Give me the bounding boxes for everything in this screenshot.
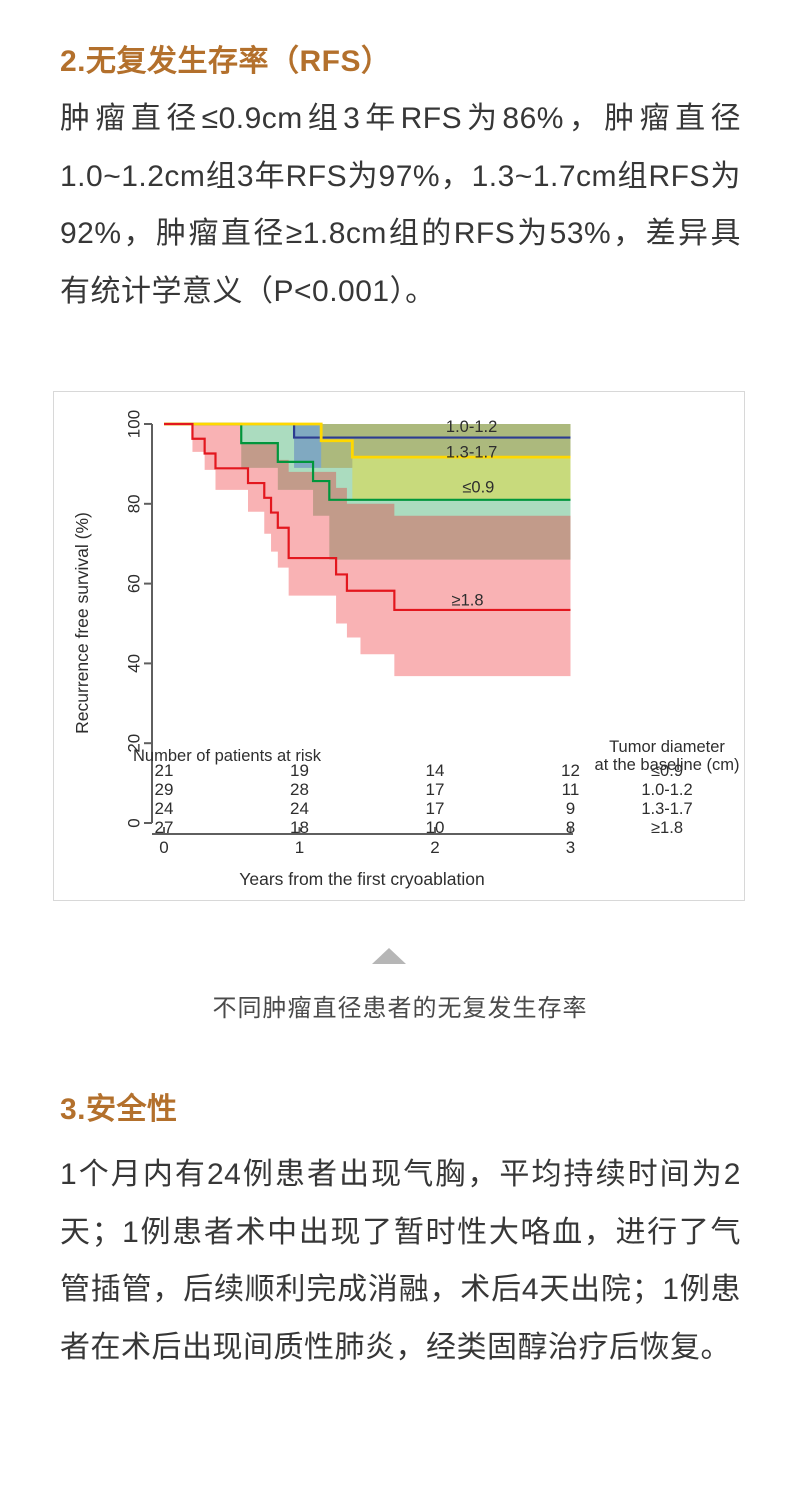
ci-band-1.3-1.7 — [321, 424, 571, 500]
section-rfs-paragraph: 肿瘤直径≤0.9cm组3年RFS为86%，肿瘤直径1.0~1.2cm组3年RFS… — [60, 102, 741, 308]
risk-count: 8 — [566, 818, 575, 837]
section-safety-heading: 3.安全性 — [60, 1093, 178, 1126]
x-tick-label: 0 — [159, 838, 168, 857]
y-tick-label: 20 — [125, 734, 144, 753]
curve-label-1.3-1.7: 1.3-1.7 — [446, 443, 497, 461]
collapse-triangle-icon[interactable] — [372, 948, 406, 964]
risk-count: 17 — [426, 780, 445, 799]
km-curve-1.3-1.7 — [164, 422, 571, 459]
x-tick-label: 2 — [430, 838, 439, 857]
curve-label-≤0.9: ≤0.9 — [462, 479, 494, 497]
risk-count: 19 — [290, 761, 309, 780]
risk-group-label: ≥1.8 — [651, 819, 683, 837]
curve-label-≥1.8: ≥1.8 — [452, 591, 484, 609]
curve-label-1.0-1.2: 1.0-1.2 — [446, 418, 497, 436]
km-figure: 0 20 40 60 80 100 Recurrence free survival (%)… — [53, 391, 745, 901]
section-rfs-heading: 2.无复发生存率（RFS） — [60, 45, 392, 78]
figure-caption: 不同肿瘤直径患者的无复发生存率 — [212, 995, 588, 1022]
km-curve-≤0.9 — [164, 422, 571, 501]
risk-count: 29 — [155, 780, 174, 799]
risk-group-header: at the baseline (cm) — [595, 756, 740, 774]
risk-count: 27 — [155, 818, 174, 837]
risk-group-label: ≤0.9 — [651, 762, 683, 780]
ci-band-≥1.8 — [192, 424, 571, 677]
y-tick-label: 100 — [125, 410, 144, 438]
risk-count: 12 — [561, 761, 580, 780]
x-axis-title: Years from the first cryoablation — [239, 869, 484, 889]
km-curve-≥1.8 — [164, 422, 571, 612]
risk-count: 17 — [426, 799, 445, 818]
risk-table-title: Number of patients at risk — [133, 747, 322, 765]
risk-group-header: Tumor diameter — [609, 738, 725, 756]
y-tick-label: 60 — [125, 574, 144, 593]
risk-group-label: 1.0-1.2 — [641, 781, 692, 799]
risk-count: 18 — [290, 818, 309, 837]
risk-count: 24 — [155, 799, 174, 818]
risk-count: 10 — [426, 818, 445, 837]
y-tick-label: 0 — [125, 818, 144, 827]
y-tick-label: 80 — [125, 494, 144, 513]
risk-count: 9 — [566, 799, 575, 818]
risk-count: 14 — [426, 761, 445, 780]
y-axis-title: Recurrence free survival (%) — [72, 512, 92, 734]
risk-count: 21 — [155, 761, 174, 780]
section-safety-paragraph: 1个月内有24例患者出现气胸，平均持续时间为2天；1例患者术中出现了暂时性大咯血… — [60, 1158, 741, 1364]
risk-count: 24 — [290, 799, 309, 818]
risk-count: 28 — [290, 780, 309, 799]
risk-count: 11 — [562, 780, 580, 799]
risk-group-label: 1.3-1.7 — [641, 800, 692, 818]
x-tick-label: 3 — [566, 838, 575, 857]
x-tick-label: 1 — [295, 838, 304, 857]
y-tick-label: 40 — [125, 654, 144, 673]
